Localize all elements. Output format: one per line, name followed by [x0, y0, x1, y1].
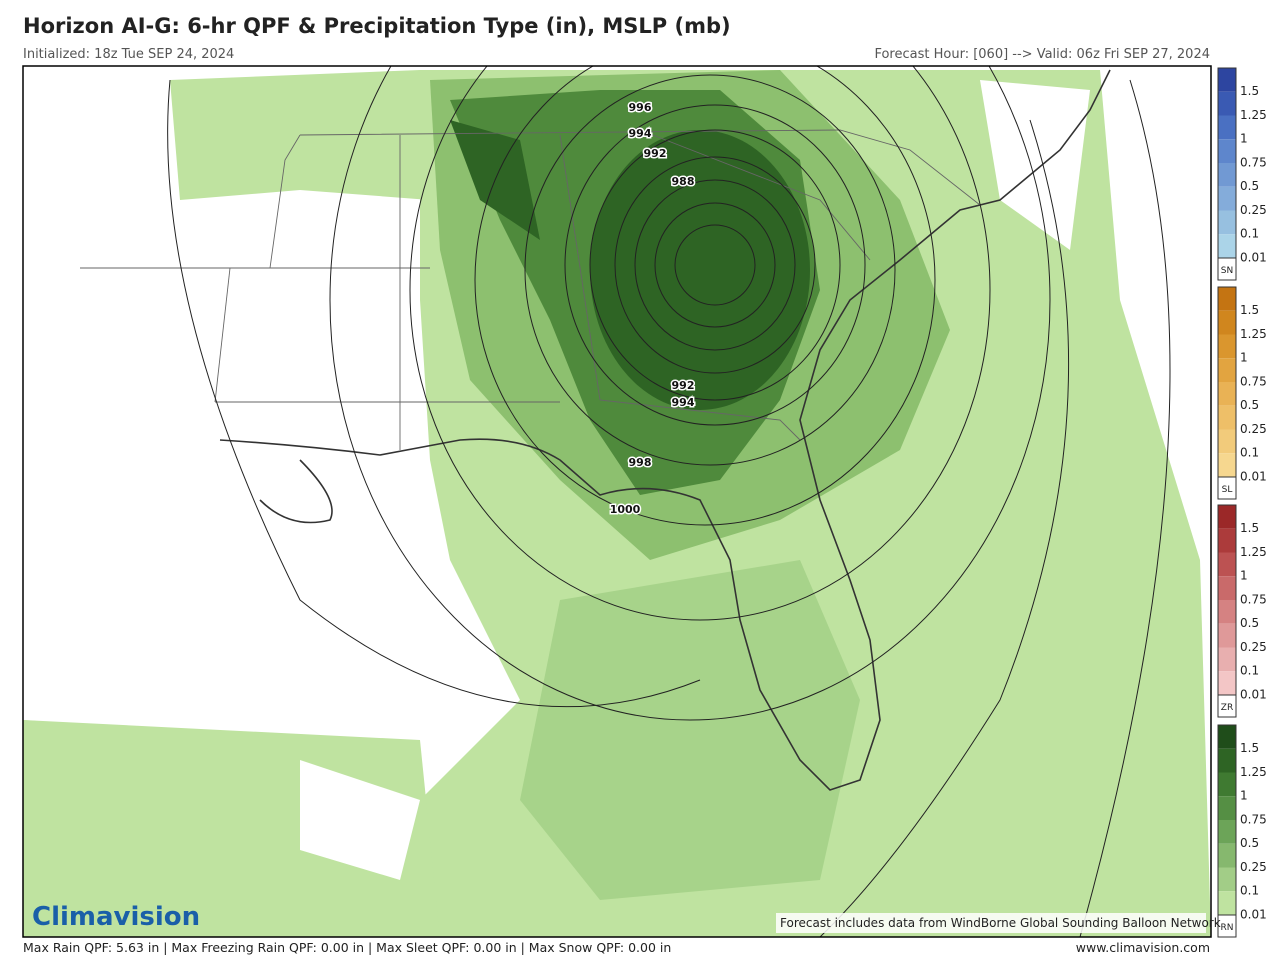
- legend-swatch: [1218, 528, 1236, 553]
- legend-tick: 0.01: [1240, 907, 1267, 921]
- legend-swatch: [1218, 429, 1236, 454]
- legend-tick: 0.1: [1240, 446, 1259, 460]
- legend-tick: 1.5: [1240, 521, 1259, 535]
- legend-tick: 0.5: [1240, 836, 1259, 850]
- valid-time: Forecast Hour: [060] --> Valid: 06z Fri …: [874, 47, 1210, 62]
- legend-swatch: [1218, 453, 1236, 477]
- legend-tick: 0.25: [1240, 422, 1267, 436]
- legend-tick: 1: [1240, 132, 1248, 146]
- legend-tick: 0.75: [1240, 155, 1267, 169]
- legend-tick: 0.1: [1240, 884, 1259, 898]
- legend-swatch: [1218, 843, 1236, 868]
- legend-swatch: [1218, 867, 1236, 892]
- legend-tick: 0.5: [1240, 179, 1259, 193]
- isobar-label: 994: [672, 396, 695, 409]
- legend-tick: 0.25: [1240, 203, 1267, 217]
- legend-tick: 0.01: [1240, 469, 1267, 483]
- legend-swatch: [1218, 234, 1236, 258]
- type-box: [1217, 257, 1237, 281]
- isobar-label: 988: [672, 175, 695, 188]
- legend-swatch: [1218, 310, 1236, 335]
- legend-tick: 0.75: [1240, 812, 1267, 826]
- isobar-label: 996: [629, 101, 652, 114]
- legend-swatch: [1218, 600, 1236, 624]
- legend-swatch: [1218, 382, 1236, 406]
- legend-tick: 0.75: [1240, 374, 1267, 388]
- legend-tick: 1: [1240, 569, 1248, 583]
- legend-swatch: [1218, 671, 1236, 695]
- isobar-label: 992: [644, 147, 667, 160]
- type-box: [1217, 914, 1237, 938]
- legend-swatch: [1218, 647, 1236, 672]
- legend-swatch: [1218, 772, 1236, 797]
- legend-tick: 1.25: [1240, 545, 1267, 559]
- legend-swatch: [1218, 505, 1236, 529]
- legend-tick: 0.25: [1240, 860, 1267, 874]
- legend-swatch: [1218, 115, 1236, 140]
- type-box: [1217, 694, 1237, 718]
- isobar-label: 994: [629, 127, 652, 140]
- map-field: [23, 66, 1211, 937]
- logo: Climavision: [32, 902, 200, 932]
- legend-tick: 1: [1240, 351, 1248, 365]
- legend-swatch: [1218, 334, 1236, 359]
- type-box: [1217, 476, 1237, 500]
- note: Forecast includes data from WindBorne Gl…: [780, 916, 1221, 930]
- legend-tick: 1.5: [1240, 303, 1259, 317]
- legend-swatch: [1218, 820, 1236, 844]
- isobar-label: 992: [672, 379, 695, 392]
- legend-swatch: [1218, 623, 1236, 648]
- url: www.climavision.com: [1075, 940, 1210, 955]
- isobar-label: 1000: [610, 503, 641, 516]
- type-label: RN: [1221, 923, 1234, 933]
- legend-swatch: [1218, 725, 1236, 749]
- legend-swatch: [1218, 163, 1236, 187]
- legend-swatch: [1218, 576, 1236, 600]
- legend-swatch: [1218, 796, 1236, 820]
- legend-swatch: [1218, 552, 1236, 577]
- legend-swatch: [1218, 68, 1236, 92]
- legend-tick: 0.1: [1240, 227, 1259, 241]
- legend-tick: 1.25: [1240, 327, 1267, 341]
- legend-tick: 0.75: [1240, 592, 1267, 606]
- legend-swatch: [1218, 891, 1236, 915]
- legend-tick: 1.25: [1240, 108, 1267, 122]
- legend-tick: 0.5: [1240, 616, 1259, 630]
- legend-swatch: [1218, 748, 1236, 773]
- legend-tick: 0.5: [1240, 398, 1259, 412]
- legend-swatch: [1218, 287, 1236, 311]
- legend-tick: 0.25: [1240, 640, 1267, 654]
- legend-tick: 0.01: [1240, 250, 1267, 264]
- type-label: SN: [1221, 266, 1233, 276]
- init-time: Initialized: 18z Tue SEP 24, 2024: [23, 47, 235, 62]
- legend-swatch: [1218, 91, 1236, 116]
- legend-tick: 1.5: [1240, 741, 1259, 755]
- legend-swatch: [1218, 139, 1236, 163]
- map-frame: [22, 65, 1212, 938]
- isobar-label: 998: [629, 456, 652, 469]
- type-label: SL: [1222, 485, 1233, 495]
- legend-tick: 1.5: [1240, 84, 1259, 98]
- legend-swatch: [1218, 186, 1236, 211]
- legend-swatch: [1218, 405, 1236, 430]
- legend-swatch: [1218, 210, 1236, 235]
- legend-swatch: [1218, 358, 1236, 382]
- legend-tick: 0.01: [1240, 687, 1267, 701]
- legend-tick: 0.1: [1240, 664, 1259, 678]
- type-label: ZR: [1221, 703, 1233, 713]
- legend-tick: 1.25: [1240, 765, 1267, 779]
- stats: Max Rain QPF: 5.63 in | Max Freezing Rai…: [23, 940, 672, 955]
- title: Horizon AI-G: 6-hr QPF & Precipitation T…: [23, 14, 731, 38]
- legend-tick: 1: [1240, 789, 1248, 803]
